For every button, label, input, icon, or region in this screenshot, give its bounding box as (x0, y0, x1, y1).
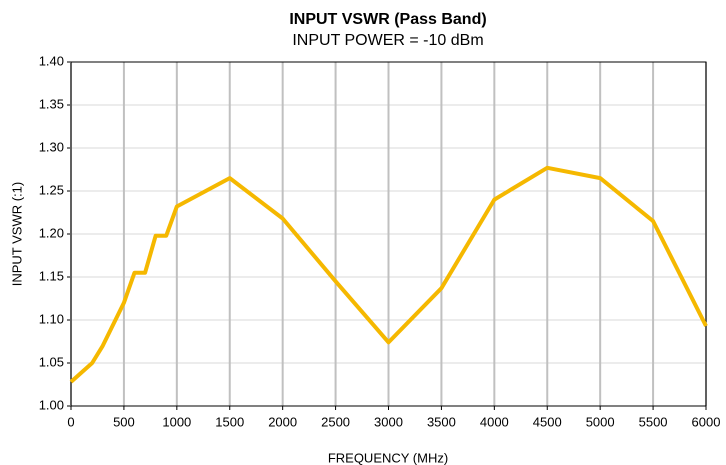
plot-frame (70, 61, 707, 407)
x-tick-label: 2000 (268, 414, 297, 429)
y-tick-label: 1.25 (39, 182, 64, 197)
x-tick-label: 2500 (321, 414, 350, 429)
chart-title: INPUT VSWR (Pass Band) (289, 11, 486, 28)
chart-subtitle: INPUT POWER = -10 dBm (292, 32, 483, 49)
x-tick-label: 500 (113, 414, 135, 429)
y-tick-label: 1.30 (39, 139, 64, 154)
x-tick-label: 3000 (374, 414, 403, 429)
y-tick-label: 1.00 (39, 397, 64, 412)
x-tick-label: 5500 (639, 414, 668, 429)
y-tick-label: 1.35 (39, 96, 64, 111)
x-axis-label: FREQUENCY (MHz) (328, 450, 448, 465)
x-tick-label: 1000 (162, 414, 191, 429)
y-tick-label: 1.15 (39, 268, 64, 283)
y-axis-label: INPUT VSWR (:1) (9, 182, 24, 287)
x-tick-label: 5000 (586, 414, 615, 429)
y-tick-label: 1.20 (39, 225, 64, 240)
x-tick-label: 0 (67, 414, 74, 429)
x-tick-label: 3500 (427, 414, 456, 429)
y-tick-label: 1.40 (39, 53, 64, 68)
y-tick-label: 1.10 (39, 311, 64, 326)
x-tick-label: 6000 (692, 414, 721, 429)
data-line (69, 165, 708, 384)
y-tick-label: 1.05 (39, 354, 64, 369)
x-tick-label: 1500 (215, 414, 244, 429)
x-tick-label: 4500 (533, 414, 562, 429)
x-tick-label: 4000 (480, 414, 509, 429)
